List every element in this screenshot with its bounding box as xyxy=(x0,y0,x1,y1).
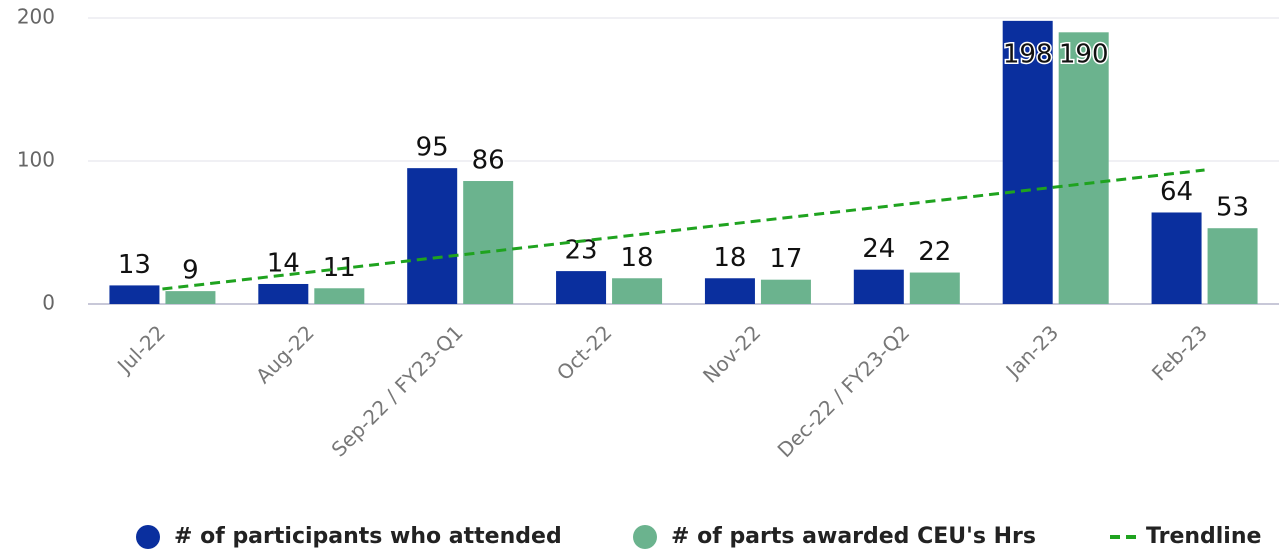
value-label: 95 xyxy=(416,133,449,163)
bar xyxy=(760,279,811,304)
bar xyxy=(165,291,216,304)
bar xyxy=(463,181,514,304)
value-label: 18 xyxy=(713,243,746,273)
value-label: 22 xyxy=(918,237,951,267)
bar xyxy=(1002,20,1053,305)
legend-label: # of participants who attended xyxy=(174,524,562,549)
value-label: 18 xyxy=(621,243,654,273)
legend-label: Trendline xyxy=(1146,524,1261,549)
bar xyxy=(314,288,365,304)
value-label: 198 xyxy=(1003,40,1053,70)
x-tick-label: Oct-22 xyxy=(552,320,617,385)
y-tick-label: 0 xyxy=(42,291,55,315)
value-label: 24 xyxy=(862,234,895,264)
bar xyxy=(109,285,160,304)
value-label: 190 xyxy=(1059,40,1109,70)
legend-label: # of parts awarded CEU's Hrs xyxy=(671,524,1036,549)
bar xyxy=(1151,212,1202,304)
value-label: 86 xyxy=(472,146,505,176)
y-tick-label: 100 xyxy=(17,148,55,172)
x-tick-label: Sep-22 / FY23-Q1 xyxy=(327,320,468,461)
bar xyxy=(1207,228,1258,304)
bar xyxy=(258,283,309,304)
value-label: 9 xyxy=(182,256,199,286)
bar xyxy=(1058,32,1109,305)
x-tick-label: Dec-22 / FY23-Q2 xyxy=(773,320,915,462)
bar xyxy=(909,272,960,304)
bar xyxy=(853,269,904,304)
value-label: 13 xyxy=(118,250,151,280)
x-tick-label: Nov-22 xyxy=(698,320,765,387)
y-tick-label: 200 xyxy=(17,5,55,29)
x-tick-label: Aug-22 xyxy=(251,320,319,388)
legend-symbol xyxy=(136,525,160,549)
x-tick-label: Feb-23 xyxy=(1147,320,1212,385)
value-label: 64 xyxy=(1160,177,1193,207)
value-label: 53 xyxy=(1216,193,1249,223)
bar xyxy=(704,278,755,304)
value-label: 17 xyxy=(769,244,802,274)
x-tick-label: Jul-22 xyxy=(111,320,170,379)
legend-symbol xyxy=(633,525,657,549)
bar xyxy=(556,271,607,304)
x-tick-label: Jan-23 xyxy=(1000,320,1063,383)
bar xyxy=(612,278,663,304)
bar xyxy=(407,168,458,304)
